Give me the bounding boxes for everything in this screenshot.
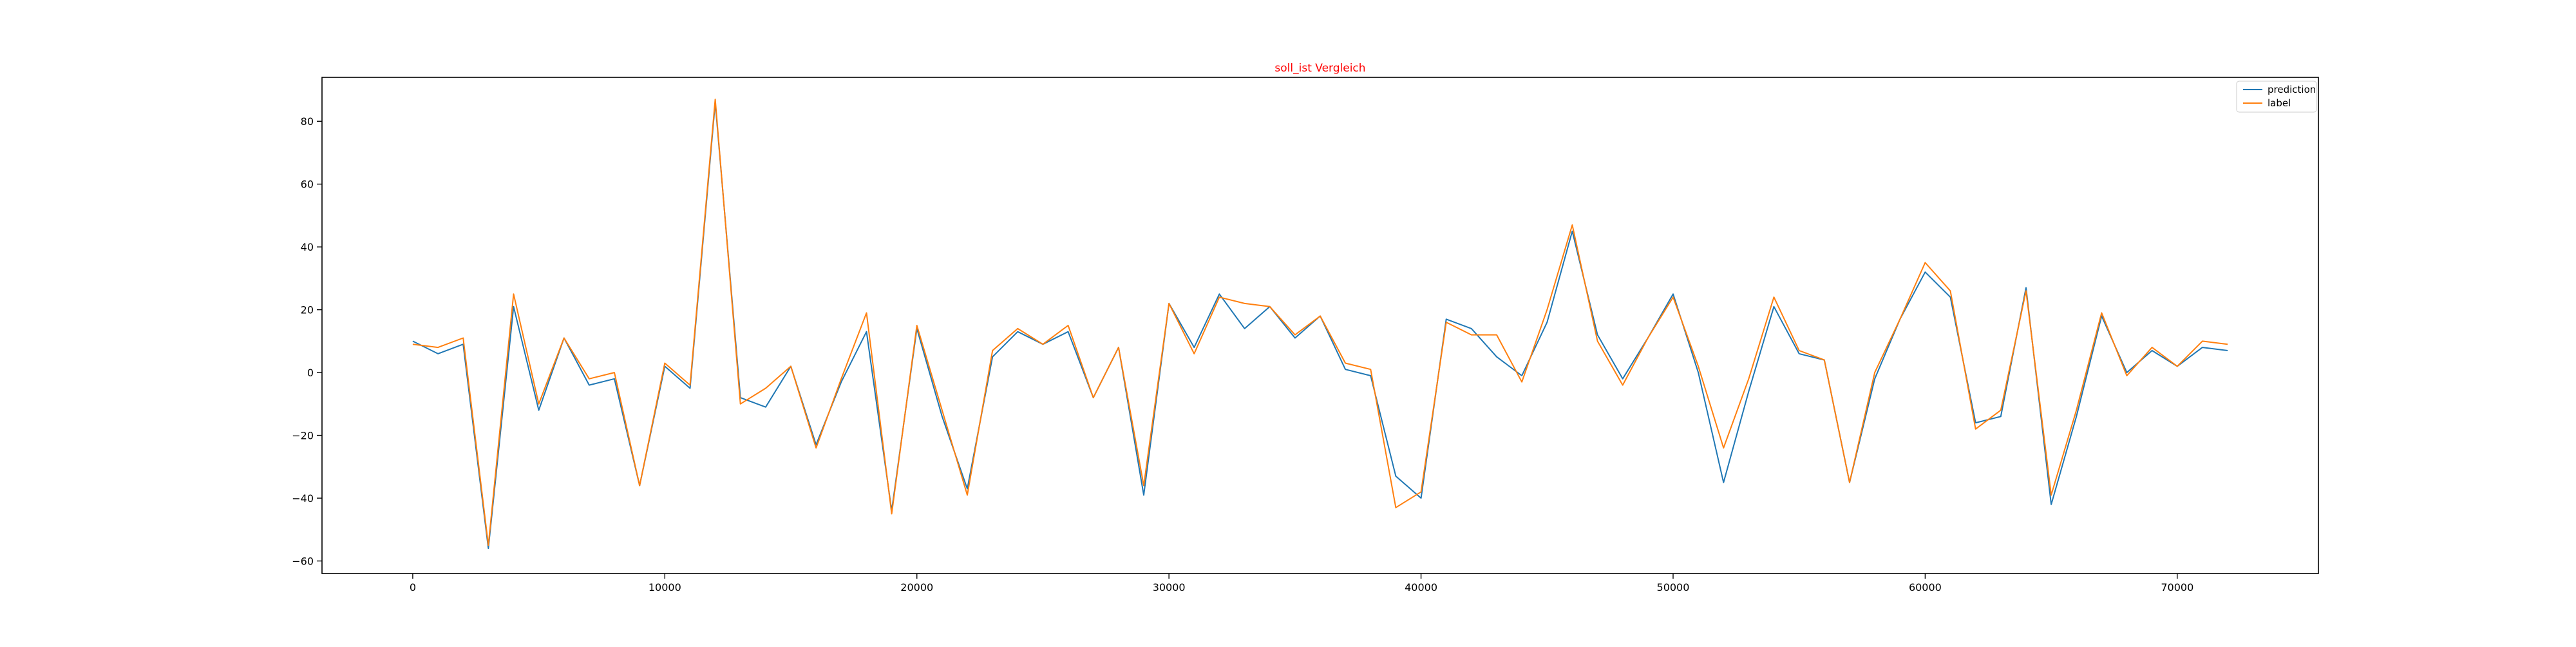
y-tick-label: 20 bbox=[301, 304, 314, 316]
x-tick-label: 20000 bbox=[900, 581, 933, 594]
legend-label-prediction: prediction bbox=[2268, 84, 2316, 95]
x-tick-label: 10000 bbox=[649, 581, 681, 594]
y-tick-label: −20 bbox=[292, 430, 314, 442]
x-tick-label: 40000 bbox=[1405, 581, 1437, 594]
series-line-prediction bbox=[412, 102, 2228, 549]
series-line-label bbox=[412, 99, 2228, 546]
y-tick-label: 40 bbox=[301, 241, 314, 253]
y-tick-label: 60 bbox=[301, 179, 314, 191]
chart-title: soll_ist Vergleich bbox=[1274, 62, 1365, 75]
plot-frame bbox=[321, 77, 2319, 574]
legend-label-label: label bbox=[2268, 97, 2291, 109]
x-tick-label: 70000 bbox=[2161, 581, 2193, 594]
x-tick-label: 0 bbox=[410, 581, 416, 594]
y-tick-label: −40 bbox=[292, 492, 314, 505]
axes: 0 10000 20000 30000 40000 50000 60000 70000 −60 −… bbox=[292, 77, 2319, 594]
legend: prediction label bbox=[2236, 81, 2317, 113]
plot-area bbox=[412, 99, 2228, 549]
x-tick-label: 50000 bbox=[1657, 581, 1690, 594]
x-tick-label: 60000 bbox=[1909, 581, 1942, 594]
y-tick-label: −60 bbox=[292, 555, 314, 568]
y-tick-label: 80 bbox=[301, 115, 314, 128]
x-tick-label: 30000 bbox=[1153, 581, 1186, 594]
y-tick-label: 0 bbox=[307, 367, 314, 379]
